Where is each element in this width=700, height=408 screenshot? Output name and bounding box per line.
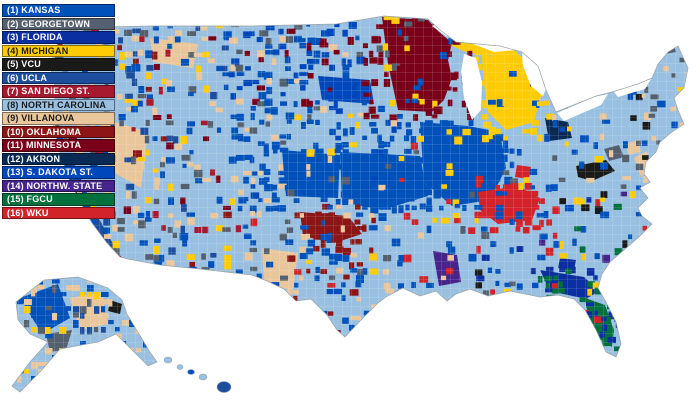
legend-item-10: (10) OKLAHOMA [2, 125, 115, 138]
legend-item-13: (13) S. DAKOTA ST. [2, 166, 115, 179]
hawaii-island-5 [216, 381, 232, 393]
legend-item-8: (8) NORTH CAROLINA [2, 98, 115, 111]
hawaii-island-1 [163, 356, 173, 364]
conus-outline [49, 15, 689, 358]
legend-item-2: (2) GEORGETOWN [2, 17, 115, 30]
lake-ontario [613, 79, 651, 97]
alaska-outline [11, 276, 158, 393]
legend-item-11: (11) MINNESOTA [2, 139, 115, 152]
hawaii-island-3 [187, 369, 195, 375]
hawaii-island-2 [176, 364, 184, 370]
legend-item-5: (5) VCU [2, 58, 115, 71]
hawaii-island-4 [198, 373, 208, 381]
legend-item-1: (1) KANSAS [2, 4, 115, 17]
lake-erie [557, 94, 608, 121]
legend-item-7: (7) SAN DIEGO ST. [2, 85, 115, 98]
legend-item-16: (16) WKU [2, 206, 115, 219]
legend-item-14: (14) NORTHW. STATE [2, 179, 115, 192]
legend: (1) KANSAS (2) GEORGETOWN (3) FLORIDA (4) M… [2, 4, 115, 219]
legend-item-15: (15) FGCU [2, 193, 115, 206]
legend-item-6: (6) UCLA [2, 71, 115, 84]
hawaii-islands [163, 356, 232, 393]
conus-layers [50, 16, 688, 357]
legend-item-9: (9) VILLANOVA [2, 112, 115, 125]
legend-item-4: (4) MICHIGAN [2, 44, 115, 57]
lake-michigan [461, 54, 482, 120]
legend-item-3: (3) FLORIDA [2, 31, 115, 44]
county-grid [50, 16, 688, 357]
legend-item-12: (12) AKRON [2, 152, 115, 165]
